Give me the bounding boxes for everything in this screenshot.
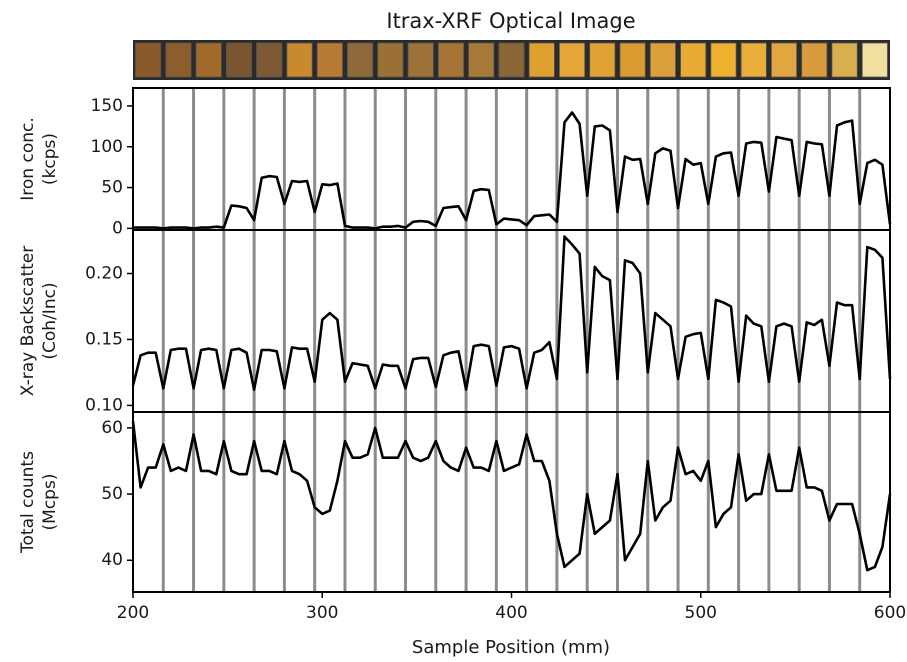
y-tick-label: 0.15 [85,329,123,349]
x-axis-label: Sample Position (mm) [412,637,610,658]
data-line [133,111,892,230]
strip-swatch [165,42,192,78]
strip-swatch [770,42,798,78]
strip-swatch [468,42,495,78]
strip-swatch [710,42,737,78]
y-tick-label: 60 [101,418,123,438]
strip-swatch [680,42,707,78]
strip-swatch [861,42,888,78]
y-tick-label: 50 [101,484,123,504]
y-axis-label: (Coh/Inc) [40,282,60,359]
strip-swatch [589,42,616,78]
y-tick-label: 100 [91,137,123,157]
y-axis-label: Total counts [18,451,38,554]
x-tick-label: 600 [874,603,906,623]
panel-frame [132,411,891,593]
strip-swatch [649,42,676,78]
strip-swatch [619,42,646,78]
y-axis-label: (kcps) [40,133,60,185]
strip-swatch [740,42,767,78]
y-axis-label: Iron conc. [18,117,38,200]
x-tick-label: 500 [685,603,717,623]
strip-swatch [225,42,253,78]
y-tick-label: 40 [101,550,123,570]
x-tick-label: 400 [495,603,527,623]
strip-swatch [498,42,525,78]
y-tick-label: 0.20 [85,264,123,284]
y-tick-label: 150 [91,96,123,116]
data-line [131,235,892,391]
y-tick-label: 50 [101,178,123,198]
strip-swatch [316,42,343,78]
strip-swatch [559,42,586,78]
data-line [131,421,892,572]
strip-swatch [135,42,162,78]
strip-swatch [286,42,313,78]
strip-swatch [195,42,222,78]
strip-swatch [831,42,858,78]
strip-swatch [347,42,374,78]
strip-swatch [407,42,434,78]
strip-swatch [256,42,283,78]
y-axis-label: (Mcps) [40,474,60,531]
x-tick-label: 300 [306,603,338,623]
strip-swatch [377,42,404,78]
y-axis-label: X-ray Backscatter [18,246,38,396]
y-tick-label: 0.10 [85,395,123,415]
x-tick-label: 200 [117,603,149,623]
strip-swatch [528,42,555,78]
strip-swatch [437,42,464,78]
y-tick-label: 0 [112,218,123,238]
panel-frame [132,229,891,413]
chart-title: Itrax-XRF Optical Image [386,9,635,33]
strip-swatch [801,42,828,78]
